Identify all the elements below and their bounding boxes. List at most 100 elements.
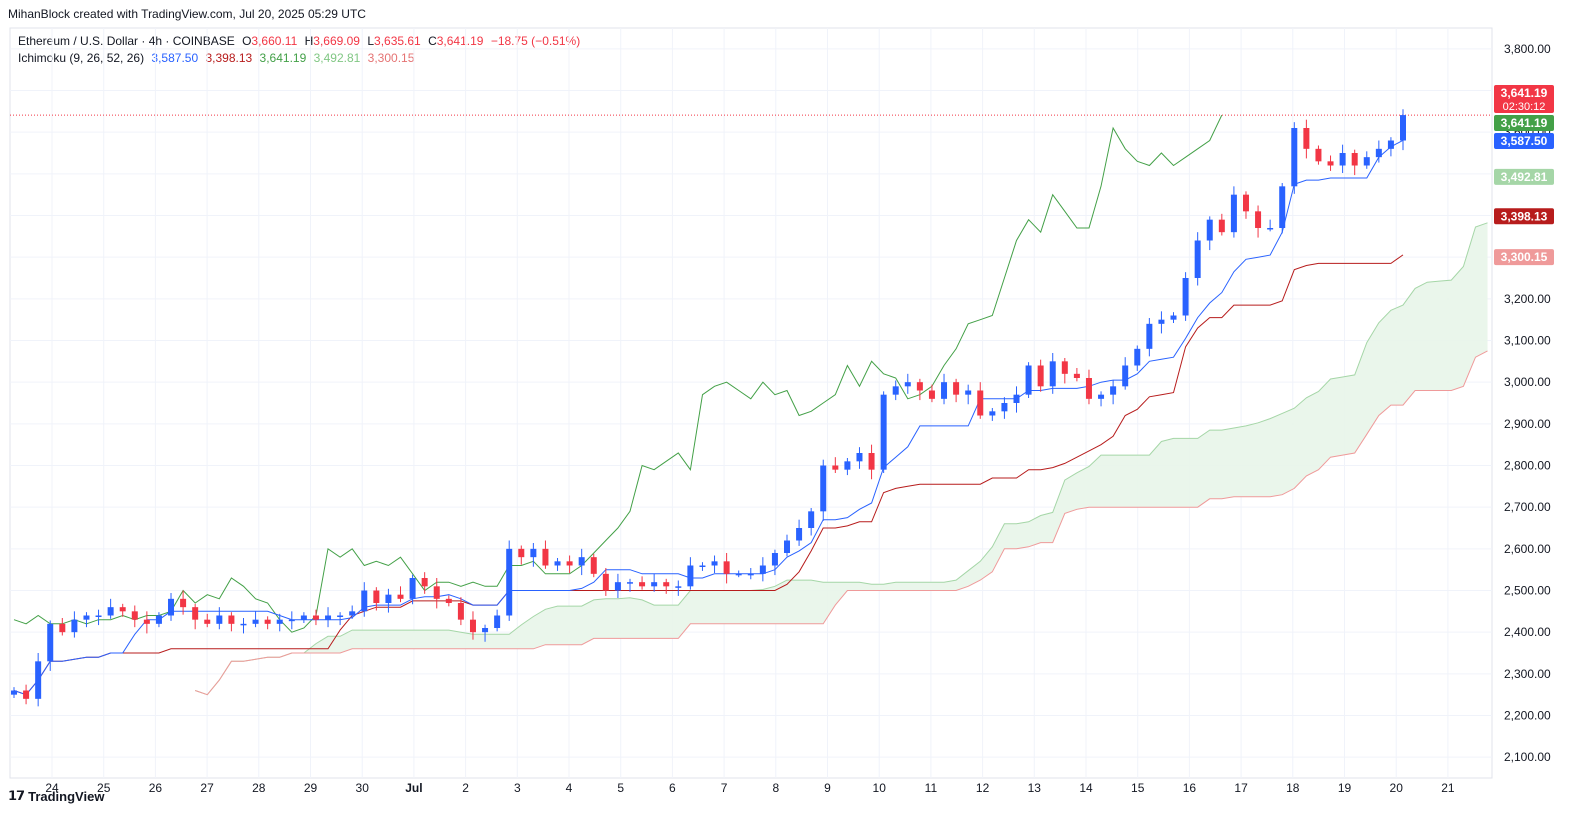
- candle-body: [699, 565, 706, 567]
- candle-body: [1351, 153, 1358, 166]
- candle-body: [639, 582, 646, 587]
- candle-body: [373, 590, 380, 603]
- candle-body: [1291, 128, 1298, 187]
- candle-body: [35, 661, 42, 699]
- candle-body: [1013, 394, 1020, 403]
- candle-body: [59, 623, 66, 633]
- candle-body: [796, 528, 803, 541]
- candle-body: [361, 590, 368, 612]
- candle-body: [892, 386, 899, 395]
- x-tick-label: 6: [669, 781, 676, 795]
- y-tick-label: 3,200.00: [1504, 292, 1551, 306]
- grid: [9, 27, 1493, 779]
- y-tick-label: 2,800.00: [1504, 459, 1551, 473]
- candle-body: [1363, 157, 1370, 166]
- base-value: 3,398.13: [205, 51, 253, 65]
- candle-body: [325, 615, 332, 620]
- candle-body: [554, 561, 561, 566]
- candle-body: [675, 586, 682, 588]
- candle-body: [1037, 365, 1044, 387]
- leading-span-b-label-text: 3,300.15: [1501, 250, 1548, 264]
- candle-body: [747, 573, 754, 576]
- candle-body: [989, 411, 996, 416]
- candle-body: [820, 465, 827, 512]
- candle-body: [349, 611, 356, 616]
- candle-body: [977, 390, 984, 416]
- candle-body: [856, 453, 863, 462]
- conversion-value: 3,587.50: [151, 51, 199, 65]
- x-tick-label: 30: [356, 781, 370, 795]
- conversion-line-label-box: [1494, 133, 1554, 150]
- y-tick-label: 2,400.00: [1504, 625, 1551, 639]
- lagging-span-label-text: 3,641.19: [1501, 116, 1548, 130]
- candle-body: [808, 511, 815, 528]
- candle-body: [530, 548, 537, 558]
- candle-body: [1158, 319, 1165, 324]
- candle-body: [1218, 219, 1225, 233]
- candle-body: [880, 394, 887, 470]
- indicator-title[interactable]: Ichimoku (9, 26, 52, 26): [18, 51, 145, 65]
- candle-body: [409, 578, 416, 599]
- tv-logo-icon: 𝟭𝟳: [8, 788, 25, 803]
- candle-body: [433, 586, 440, 599]
- candle-body: [1255, 211, 1262, 228]
- countdown-text: 02:30:12: [1503, 101, 1546, 113]
- x-tick-label: 17: [1234, 781, 1248, 795]
- candle-body: [300, 615, 307, 620]
- x-tick-label: 5: [617, 781, 624, 795]
- y-tick-label: 2,500.00: [1504, 584, 1551, 598]
- candle-body: [482, 628, 489, 633]
- candle-body: [844, 461, 851, 470]
- leading-span-a-label-box: [1494, 168, 1554, 185]
- candle-body: [192, 607, 199, 620]
- candle-body: [784, 540, 791, 553]
- candle-body: [131, 611, 138, 620]
- lagging-span-label-box: [1494, 115, 1554, 132]
- candle-body: [1085, 378, 1092, 399]
- candle-body: [119, 607, 126, 612]
- conversion-line-label-text: 3,587.50: [1501, 134, 1548, 148]
- candle-body: [494, 615, 501, 628]
- candle-body: [288, 619, 295, 622]
- candle-body: [1267, 228, 1274, 230]
- base-line-label-text: 3,398.13: [1501, 209, 1548, 223]
- candle-body: [1098, 394, 1105, 399]
- symbol-row: Ethereum / U.S. Dollar · 4h · COINBASE O…: [18, 33, 584, 50]
- candle-body: [832, 465, 839, 470]
- candle-body: [578, 557, 585, 566]
- candle-body: [397, 594, 404, 599]
- candle-body: [941, 382, 948, 399]
- candle-body: [868, 453, 875, 470]
- y-tick-label: 2,900.00: [1504, 417, 1551, 431]
- candle-body: [663, 582, 670, 587]
- candle-body: [1375, 148, 1382, 158]
- ohlc-high: H3,669.09: [304, 34, 360, 48]
- candle-body: [1049, 361, 1056, 387]
- candle-body: [23, 690, 30, 699]
- candle-body: [506, 548, 513, 616]
- tradingview-logo[interactable]: 𝟭𝟳 TradingView: [8, 788, 105, 804]
- symbol-title[interactable]: Ethereum / U.S. Dollar · 4h · COINBASE: [18, 34, 235, 48]
- y-tick-label: 3,000.00: [1504, 375, 1551, 389]
- candle-body: [264, 619, 271, 624]
- x-tick-label: 16: [1183, 781, 1197, 795]
- x-tick-label: Jul: [405, 781, 422, 795]
- candle-body: [916, 382, 923, 391]
- chart-credit: MihanBlock created with TradingView.com,…: [8, 7, 366, 21]
- candle-body: [590, 557, 597, 574]
- lagging-span-line: [13, 114, 1223, 633]
- candle-body: [1400, 115, 1406, 141]
- candle-body: [1327, 161, 1334, 166]
- ichimoku-cloud: [195, 222, 1488, 695]
- candle-body: [735, 573, 742, 576]
- candle-body: [687, 565, 694, 587]
- plot-frame: [9, 27, 1493, 779]
- conversion-line: [13, 139, 1404, 696]
- candle-body: [626, 582, 633, 584]
- candle-body: [566, 561, 573, 566]
- candle-body: [204, 619, 211, 624]
- candle-body: [47, 623, 54, 662]
- x-tick-label: 9: [824, 781, 831, 795]
- axes: 2,100.00 2,200.00 2,300.00 2,400.00 2,500.00…: [45, 42, 1551, 795]
